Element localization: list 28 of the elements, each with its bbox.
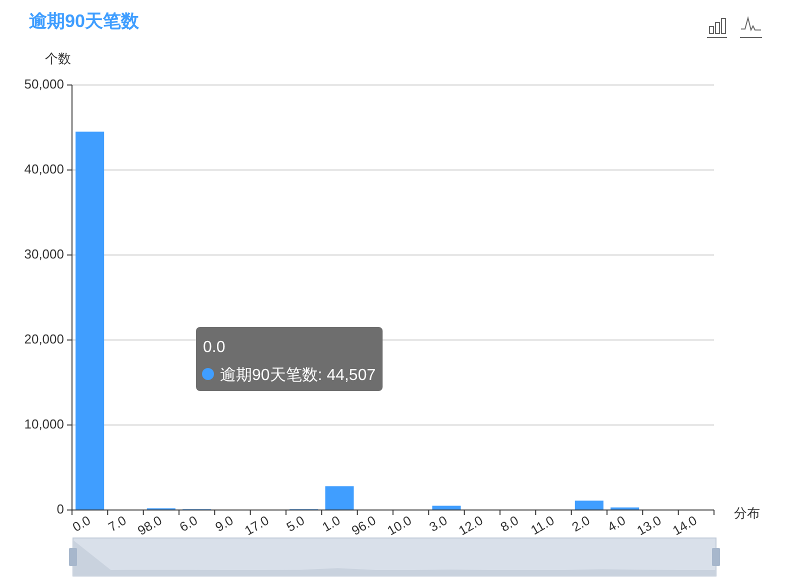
chart-title: 逾期90天笔数 [29, 11, 140, 31]
x-axis-title: 分布 [734, 505, 760, 520]
x-tick-label: 14.0 [670, 512, 700, 538]
x-tick-label: 9.0 [212, 512, 236, 535]
x-tick-label: 1.0 [320, 512, 343, 535]
x-tick-label: 12.0 [456, 512, 486, 538]
x-tick-label: 0.0 [70, 512, 94, 535]
x-tick-label: 98.0 [134, 512, 164, 538]
x-tick-label: 17.0 [242, 512, 272, 538]
x-tick-label: 8.0 [498, 512, 522, 535]
x-tick-label: 4.0 [604, 512, 628, 535]
x-tick-label: 11.0 [528, 512, 557, 538]
x-tick-label: 2.0 [569, 512, 592, 535]
y-tick-label: 0 [56, 501, 64, 516]
y-tick-label: 50,000 [24, 76, 64, 92]
x-tick-label: 10.0 [384, 512, 414, 538]
x-tick-label: 3.0 [426, 512, 450, 535]
y-tick-label: 40,000 [24, 161, 64, 176]
x-tick-label: 6.0 [176, 512, 200, 535]
annotation: 0.0 逾期90天笔数: 44,507 [203, 339, 376, 384]
x-tick-label: 7.0 [106, 512, 129, 535]
x-tick-label: 13.0 [634, 512, 664, 538]
x-tick-label: 5.0 [284, 512, 308, 535]
y-tick-label: 20,000 [24, 331, 64, 346]
y-tick-label: 30,000 [24, 246, 64, 262]
x-tick-label: 96.0 [348, 512, 378, 538]
y-tick-label: 10,000 [24, 416, 64, 432]
y-axis-title: 个数 [45, 51, 71, 66]
